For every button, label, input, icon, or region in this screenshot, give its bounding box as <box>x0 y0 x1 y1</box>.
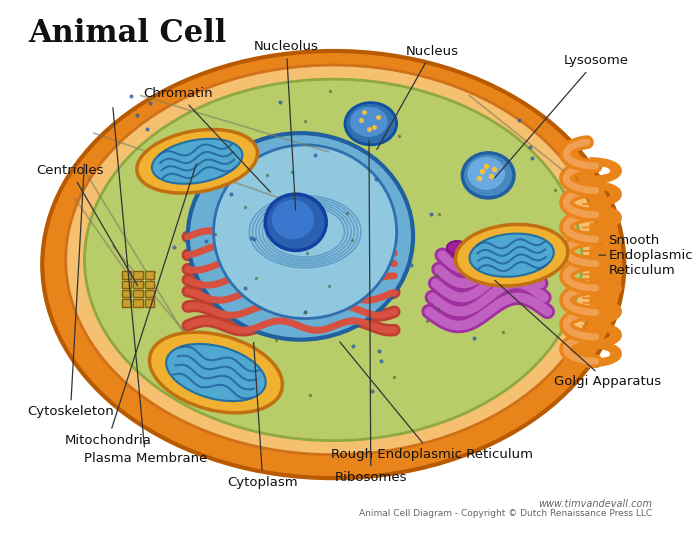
Bar <box>133 290 143 298</box>
Ellipse shape <box>265 194 326 251</box>
Ellipse shape <box>150 332 282 413</box>
Bar <box>133 299 143 307</box>
Text: Lysosome: Lysosome <box>495 55 629 178</box>
Text: Chromatin: Chromatin <box>144 87 270 192</box>
Text: Centrioles: Centrioles <box>36 164 137 286</box>
Text: Cytoskeleton: Cytoskeleton <box>27 164 114 418</box>
Ellipse shape <box>449 254 470 267</box>
Ellipse shape <box>136 130 258 193</box>
Bar <box>145 280 154 288</box>
Bar <box>145 299 154 307</box>
Text: Animal Cell Diagram - Copyright © Dutch Renaissance Press LLC: Animal Cell Diagram - Copyright © Dutch … <box>359 509 652 518</box>
Ellipse shape <box>188 133 413 340</box>
Ellipse shape <box>66 65 601 455</box>
Text: Cytoplasm: Cytoplasm <box>228 342 298 489</box>
Ellipse shape <box>473 260 493 273</box>
Ellipse shape <box>460 261 481 274</box>
Ellipse shape <box>85 79 582 441</box>
Ellipse shape <box>350 107 388 137</box>
Text: Animal Cell: Animal Cell <box>28 18 226 49</box>
Ellipse shape <box>42 51 624 478</box>
Text: Nucleus: Nucleus <box>377 45 458 150</box>
Bar <box>133 271 143 279</box>
Text: Mitochondria: Mitochondria <box>64 164 196 447</box>
Text: Smooth
Endoplasmic
Reticulum: Smooth Endoplasmic Reticulum <box>608 234 693 276</box>
Bar <box>122 299 132 307</box>
Ellipse shape <box>152 139 242 184</box>
Text: Plasma Membrane: Plasma Membrane <box>84 108 207 465</box>
Bar <box>122 271 132 279</box>
Ellipse shape <box>468 157 505 190</box>
Ellipse shape <box>470 234 554 277</box>
Text: Golgi Apparatus: Golgi Apparatus <box>495 280 661 388</box>
Text: Rough Endoplasmic Reticulum: Rough Endoplasmic Reticulum <box>331 342 533 461</box>
Bar <box>122 280 132 288</box>
Ellipse shape <box>463 153 514 198</box>
Text: www.timvandevall.com: www.timvandevall.com <box>538 498 652 509</box>
Ellipse shape <box>166 344 266 401</box>
Bar <box>122 290 132 298</box>
Bar <box>145 290 154 298</box>
Ellipse shape <box>272 200 314 239</box>
Ellipse shape <box>345 103 397 145</box>
Bar <box>133 280 143 288</box>
Ellipse shape <box>456 225 568 286</box>
Ellipse shape <box>214 145 397 319</box>
Bar <box>145 271 154 279</box>
Ellipse shape <box>447 241 468 254</box>
Text: Nucleolus: Nucleolus <box>254 40 318 210</box>
Text: Ribosomes: Ribosomes <box>335 140 407 484</box>
